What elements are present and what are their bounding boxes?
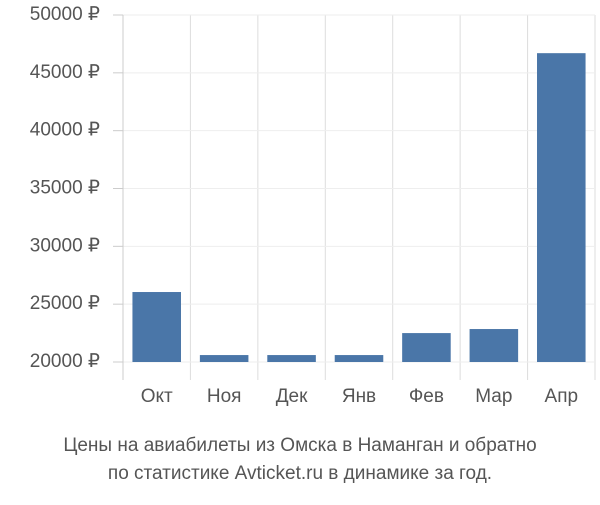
x-tick-label: Окт [141, 386, 173, 407]
x-tick-label: Ноя [207, 386, 242, 407]
chart-title: Цены на авиабилеты из Омска в Наманган и… [63, 435, 536, 456]
bar [199, 355, 249, 362]
x-tick-label: Апр [545, 386, 579, 407]
y-tick-label: 45000 ₽ [30, 62, 100, 83]
bar [402, 333, 451, 362]
bar [267, 355, 316, 362]
y-tick-label: 40000 ₽ [30, 120, 100, 141]
bar [537, 53, 586, 363]
x-tick-label: Фев [409, 386, 444, 407]
x-tick-label: Дек [276, 386, 308, 407]
y-tick-label: 25000 ₽ [30, 293, 100, 314]
y-tick-label: 50000 ₽ [30, 4, 100, 25]
bar [334, 355, 384, 362]
y-tick-label: 35000 ₽ [30, 178, 100, 199]
bar [132, 292, 181, 362]
y-tick-label: 20000 ₽ [30, 351, 100, 372]
x-tick-label: Янв [342, 386, 376, 407]
chart-subtitle: по статистике Avticket.ru в динамике за … [108, 463, 492, 484]
x-tick-label: Мар [475, 386, 512, 407]
y-tick-label: 30000 ₽ [30, 235, 100, 256]
bar [469, 329, 519, 362]
